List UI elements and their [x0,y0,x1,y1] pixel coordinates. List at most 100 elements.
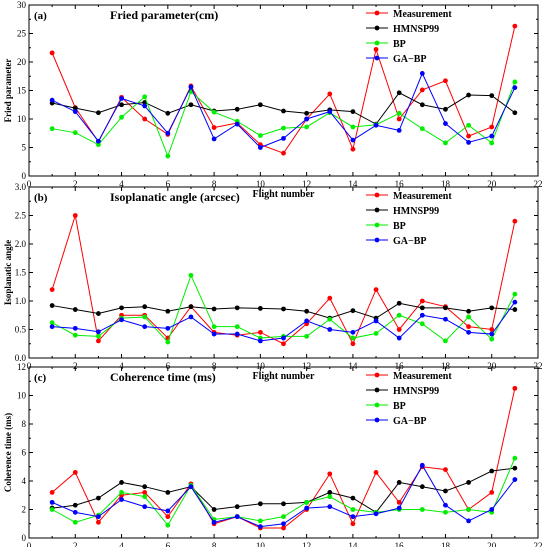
data-point [142,494,148,500]
data-point [142,490,148,495]
series-measurement [49,213,518,347]
y-tick-label: 4 [22,476,27,486]
data-point [512,299,518,305]
data-point [419,462,425,468]
data-point [489,468,495,474]
data-point [281,521,286,527]
data-point [350,335,356,341]
y-tick-label: 3.0 [15,182,27,192]
data-point [419,312,425,318]
y-tick-label: 25 [17,29,27,39]
y-axis-label: Isoplanatic angle [3,240,13,305]
data-point [142,103,148,109]
data-point [512,85,518,91]
data-point [72,307,78,312]
data-point [489,140,495,146]
data-point [489,133,495,139]
y-tick-label: 6 [22,448,27,458]
data-point [327,91,333,97]
data-point [373,287,379,292]
data-point [188,102,194,108]
data-point [373,122,379,128]
x-tick-label: 6 [166,179,171,189]
y-axis-label: Coherence time (ms) [3,413,13,492]
data-point [373,511,379,517]
data-point [419,305,425,311]
data-point [72,519,78,525]
data-point [419,102,425,108]
data-point [327,504,333,510]
data-point [211,324,217,330]
data-point [327,316,333,322]
x-tick-label: 4 [119,361,124,371]
panel-label: (c) [34,372,47,384]
data-point [49,324,55,330]
data-point [49,287,55,292]
data-point [304,499,310,505]
data-point [396,116,402,122]
data-point [119,317,124,323]
x-tick-label: 12 [302,179,311,189]
data-point [512,291,518,297]
data-point [188,314,194,320]
data-point [142,504,148,510]
x-tick-label: 2 [73,541,78,547]
data-point [281,335,286,341]
data-point [350,495,356,501]
x-tick-label: 16 [395,179,405,189]
x-tick-label: 4 [119,179,124,189]
data-point [234,514,240,520]
y-tick-label: 5 [22,143,27,153]
data-point [142,314,148,320]
x-tick-label: 10 [256,179,266,189]
data-point [188,272,194,278]
data-point [119,102,124,108]
data-point [165,110,171,116]
data-point [489,336,495,342]
y-tick-label: 0.5 [15,325,27,335]
data-point [142,100,148,105]
data-point [211,519,217,525]
data-point [419,507,425,512]
data-point [466,314,471,320]
x-tick-label: 10 [256,541,266,547]
legend-swatch-marker [374,207,380,213]
data-point [96,142,101,148]
x-tick-label: 6 [166,541,171,547]
data-point [142,324,148,330]
data-point [281,525,286,531]
data-point [396,110,402,116]
data-point [466,324,471,330]
x-tick-label: 2 [73,179,78,189]
data-point [257,306,263,311]
y-tick-label: 10 [17,391,27,401]
data-point [443,338,448,344]
chart-panel-2: 0 2 4 6 8 10 12 14 16 18 20 220.00.51.01.52.02.53.0… [3,182,543,382]
data-point [211,125,217,130]
data-point [142,94,148,100]
data-point [419,126,425,132]
data-point [466,518,471,524]
data-point [350,137,356,143]
data-point [350,308,356,314]
legend-swatch-marker [374,10,380,16]
data-point [257,518,263,524]
data-point [512,455,518,461]
data-point [96,138,101,144]
y-tick-label: 2.5 [15,211,27,221]
series-line [51,25,516,154]
data-point [419,321,425,327]
data-point [350,521,356,527]
legend-swatch-marker [374,222,380,228]
legend-label: BP [393,221,406,232]
series-ga-bp [49,462,518,529]
data-point [257,338,263,344]
data-point [165,325,171,331]
data-point [419,71,425,76]
x-tick-label: 22 [534,361,543,371]
data-point [396,480,402,485]
x-tick-label: 14 [348,179,358,189]
x-tick-label: 4 [119,541,124,547]
data-point [304,124,310,130]
plot-frame [28,4,539,177]
